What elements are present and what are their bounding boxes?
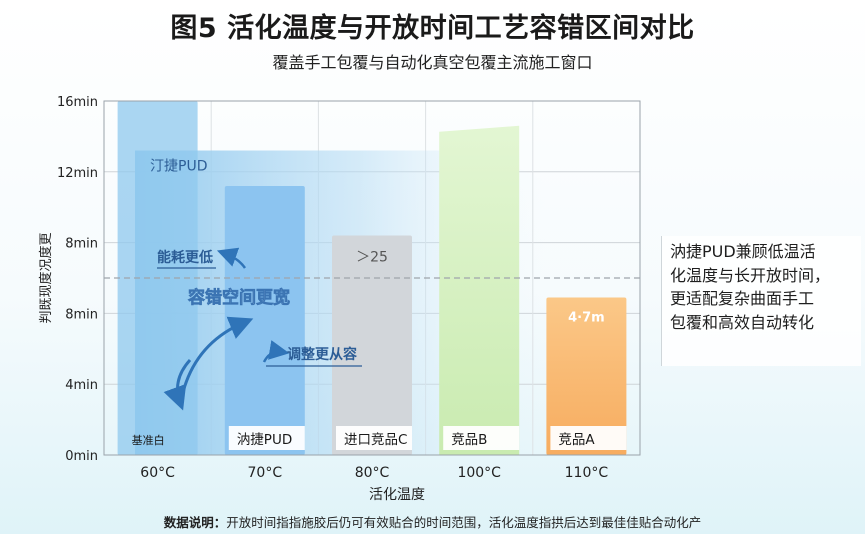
y-tick-label: 8min (65, 307, 98, 322)
x-tick-label: 80°C (355, 465, 390, 481)
footnote-text: 开放时间指指施胶后仍可有效贴合的时间范围，活化温度指拱后达到最佳佳贴合动化产 (226, 515, 702, 530)
bar-label-box (550, 426, 627, 450)
space-label: 容错空间更宽 (188, 287, 290, 308)
space-arrow-down (163, 358, 192, 411)
side-note-line: 化温度与长开放时间， (670, 265, 831, 285)
side-note-line: 包覆和高效自动转化 (670, 312, 815, 332)
bar-label-box (336, 426, 412, 450)
adjust-arrow (262, 340, 290, 363)
energy-label: 能耗更低 (157, 249, 213, 266)
x-tick-label: 60°C (140, 465, 175, 481)
chart-subtitle: 覆盖手工包覆与自动化真空包覆主流施工窗口 (272, 53, 593, 72)
adjust-label: 调整更从容 (287, 346, 357, 363)
bar-label: 进口竞品C (344, 431, 407, 448)
side-note: 汭捷PUD兼顾低温活 化温度与长开放时间， 更适配复杂曲面手工 包覆和高效自动转… (661, 236, 861, 366)
y-tick-label: 16min (57, 95, 98, 110)
bar (439, 125, 520, 455)
bar (224, 185, 305, 455)
zone-label: 汀捷PUD (150, 159, 207, 175)
y-tick-label: 0min (65, 449, 98, 464)
x-axis-label: 活化温度 (369, 487, 425, 503)
y-tick-label: 12min (57, 166, 98, 181)
energy-arrow (216, 247, 247, 269)
x-tick-label: 100°C (457, 465, 501, 481)
x-tick-label: 110°C (565, 465, 609, 481)
footnote: 数据说明：开放时间指指施胶后仍可有效贴合的时间范围，活化温度指拱后达到最佳佳贴合… (0, 512, 865, 531)
y-tick-label: 4min (65, 378, 98, 393)
y-axis-label: 判既现度况度更 (38, 232, 54, 323)
bar-label-box (443, 426, 520, 450)
bar-label: 竞品B (451, 431, 487, 448)
bar (332, 235, 412, 455)
bar-value-label: ＞25 (356, 250, 388, 266)
bar-chart: 0min 4min 8min 8min 12min 16min 60°C 70°C 80°C 10… (38, 95, 641, 503)
side-note-line: 汭捷PUD兼顾低温活 (670, 242, 816, 261)
x-tick-label: 70°C (248, 465, 283, 481)
bar-label-box (228, 426, 305, 450)
chart-title: 图5 活化温度与开放时间工艺容错区间对比 (170, 13, 695, 44)
y-tick-label: 8min (65, 237, 98, 252)
bar (546, 297, 627, 455)
bar-label: 竞品A (558, 431, 595, 448)
side-note-line: 更适配复杂曲面手工 (670, 289, 815, 308)
bar-value-label: 4·7m (568, 310, 605, 325)
bar-label: 汭捷PUD (237, 432, 292, 448)
footnote-label: 数据说明： (163, 515, 227, 530)
bar-label: 基准白 (132, 433, 165, 447)
